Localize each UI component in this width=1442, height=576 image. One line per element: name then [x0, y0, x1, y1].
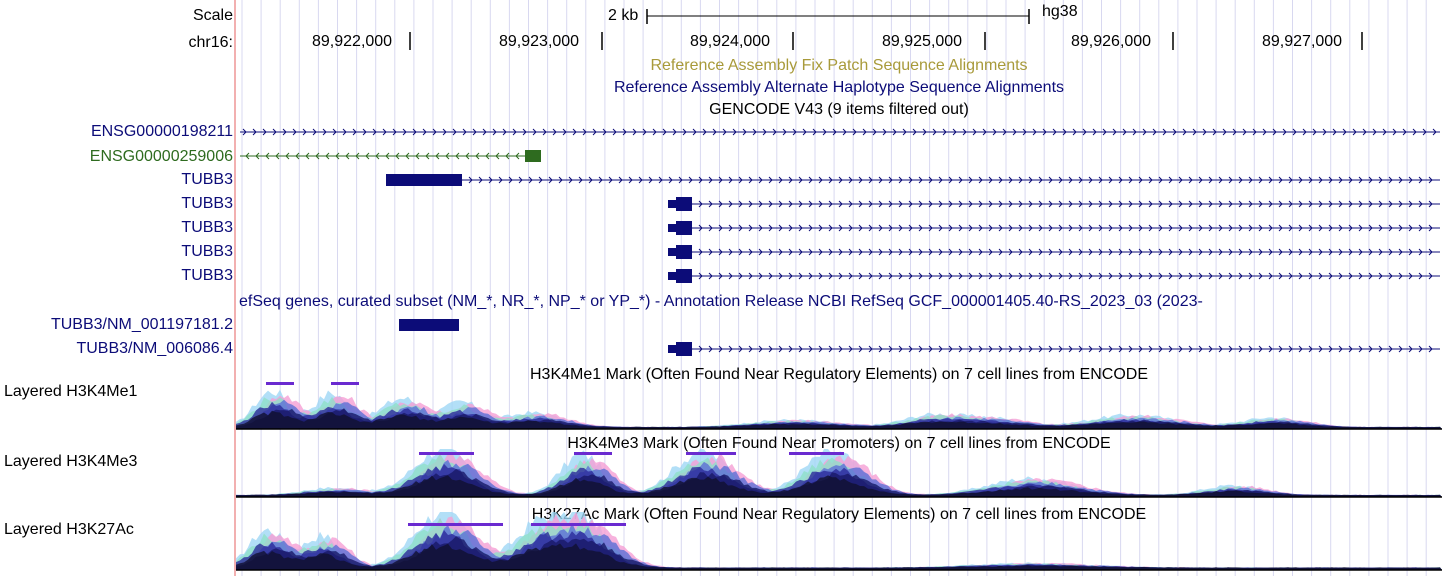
gencode-track-title[interactable]: GENCODE V43 (9 items filtered out) — [709, 101, 969, 118]
ruler-tick-label: 89,927,000 — [1262, 33, 1343, 50]
gene-label-ensg00000198211[interactable]: ENSG00000198211 — [90, 123, 233, 140]
scale-bar — [646, 9, 1030, 24]
exon — [676, 221, 692, 235]
track-label-h3k4me3[interactable]: Layered H3K4Me3 — [4, 453, 138, 470]
peak-bar — [686, 452, 736, 455]
exon — [676, 197, 692, 211]
ruler-tick-label: 89,925,000 — [882, 33, 963, 50]
exon — [676, 342, 692, 356]
ruler-tick-label: 89,923,000 — [499, 33, 580, 50]
gene-label-tubb3[interactable]: TUBB3 — [181, 219, 233, 236]
h3k27ac-track-title[interactable]: H3K27Ac Mark (Often Found Near Regulator… — [531, 506, 1147, 523]
exon — [676, 269, 692, 283]
track-label-column: Scale chr16: ENSG00000198211 ENSG0000025… — [0, 0, 235, 576]
exon — [668, 345, 676, 353]
alt-haplotype-track-title[interactable]: Reference Assembly Alternate Haplotype S… — [613, 79, 1065, 96]
exon — [525, 150, 541, 162]
peak-bar — [789, 452, 844, 455]
track-label-h3k4me1[interactable]: Layered H3K4Me1 — [4, 383, 138, 400]
gene-label-tubb3[interactable]: TUBB3 — [181, 267, 233, 284]
ruler-tick-label: 89,922,000 — [312, 33, 393, 50]
peak-bar — [531, 523, 626, 526]
exon — [399, 319, 459, 331]
peak-bar — [419, 452, 474, 455]
gene-label-ensg00000259006[interactable]: ENSG00000259006 — [89, 148, 233, 165]
signal-layer — [236, 410, 1442, 429]
h3k4me1-track-title[interactable]: H3K4Me1 Mark (Often Found Near Regulator… — [529, 366, 1148, 383]
peak-bar — [408, 523, 503, 526]
peak-bar — [331, 382, 359, 385]
ruler-tick-label: 89,924,000 — [690, 33, 771, 50]
scale-label: Scale — [192, 7, 233, 24]
gene-models[interactable] — [236, 118, 1442, 363]
exon — [668, 272, 676, 280]
signal-layer — [236, 475, 1442, 497]
ruler-tick-label: 89,926,000 — [1071, 33, 1152, 50]
exon — [668, 224, 676, 232]
track-label-h3k27ac[interactable]: Layered H3K27Ac — [4, 521, 134, 538]
track-data-area[interactable]: 2 kb hg38 89,922,000 89,923,000 89,924,0… — [236, 0, 1442, 576]
h3k4me3-signal[interactable] — [236, 440, 1442, 500]
fix-patch-track-title[interactable]: Reference Assembly Fix Patch Sequence Al… — [650, 57, 1028, 74]
exon — [668, 248, 676, 256]
peak-bar — [266, 382, 294, 385]
assembly-name: hg38 — [1042, 3, 1078, 20]
refseq-label-nm-001197181[interactable]: TUBB3/NM_001197181.2 — [50, 316, 233, 333]
gene-label-tubb3[interactable]: TUBB3 — [181, 195, 233, 212]
ruler-ticks — [409, 32, 1363, 50]
chrom-label: chr16: — [188, 34, 233, 51]
exon — [668, 200, 676, 208]
gene-label-tubb3[interactable]: TUBB3 — [181, 243, 233, 260]
refseq-label-nm-006086[interactable]: TUBB3/NM_006086.4 — [76, 340, 233, 357]
h3k4me1-signal[interactable] — [236, 372, 1442, 432]
exon — [676, 245, 692, 259]
refseq-track-title[interactable]: efSeq genes, curated subset (NM_*, NR_*,… — [239, 293, 1203, 310]
h3k27ac-signal[interactable] — [236, 508, 1442, 576]
label-divider — [234, 0, 236, 576]
h3k4me3-track-title[interactable]: H3K4Me3 Mark (Often Found Near Promoters… — [567, 435, 1111, 452]
signal-layer — [236, 543, 1442, 570]
scale-bar-text: 2 kb — [608, 7, 639, 24]
gene-label-tubb3[interactable]: TUBB3 — [181, 171, 233, 188]
peak-bar — [574, 452, 612, 455]
exon — [386, 174, 462, 186]
